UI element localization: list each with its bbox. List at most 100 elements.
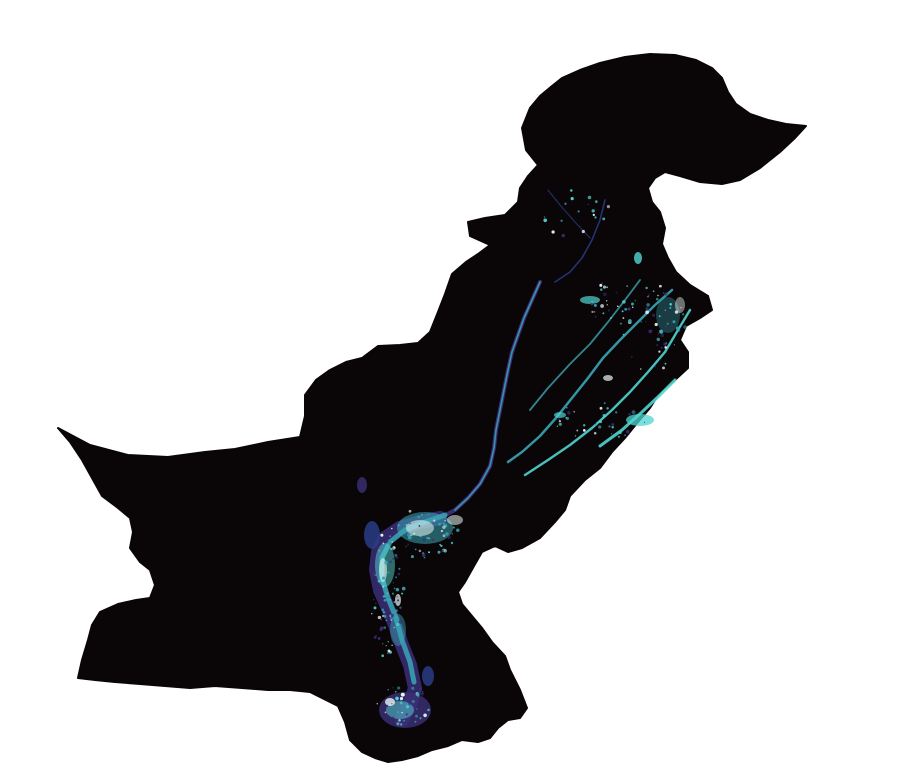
flood-speck [631,306,634,309]
flood-speck [393,626,395,629]
flood-speck [593,311,596,313]
flood-speck [397,686,401,690]
river-tributary-3 [529,279,641,411]
flood-speck [645,320,647,323]
flood-speck [385,645,387,647]
flood-speck [372,598,375,601]
flood-speck [391,527,393,530]
flood-speck [617,305,619,307]
flood-speck [408,509,412,513]
flood-patch-delta-white [385,698,395,706]
flood-speck [659,330,664,334]
flood-speck [543,216,546,218]
flood-speck [622,333,625,336]
flood-speck [427,551,431,554]
flood-speck [398,718,401,722]
flood-speck [377,615,382,620]
flood-speck [376,703,378,705]
flood-patch-river-bend [554,412,566,418]
flood-speck [389,535,391,537]
flood-speck [438,523,441,526]
flood-speck [418,688,423,692]
flood-speck [392,611,395,613]
flood-speck [380,533,384,537]
flood-speck [660,346,663,349]
flood-speck [626,429,630,434]
flood-speck [678,329,681,332]
flood-speck [433,519,436,522]
flood-speck [599,420,602,424]
flood-speck [651,313,656,317]
flood-speck [628,319,632,323]
flood-speck [654,365,657,368]
flood-speck [673,344,676,346]
flood-speck [384,561,388,565]
flood-speck [567,411,571,415]
flood-speck [386,652,389,654]
flood-speck [664,325,668,328]
flood-speck [674,310,679,314]
flood-speck [450,541,454,545]
flood-speck [442,534,446,538]
flood-speck [615,411,618,414]
flood-speck [639,368,642,370]
flood-speck [574,435,577,437]
flood-speck [431,538,434,541]
flood-speck [387,649,391,653]
flood-speck [428,537,430,540]
flood-specks [371,189,687,726]
flood-speck [441,549,445,553]
flood-speck [405,713,408,716]
flood-speck [426,536,429,540]
flood-speck [630,355,633,358]
flood-speck [394,553,398,557]
flood-speck [391,547,395,551]
flood-speck [601,411,604,414]
flood-speck [383,614,387,618]
flood-speck [405,705,410,709]
flood-speck [594,423,597,425]
flood-speck [373,635,377,639]
flood-speck [561,233,565,238]
flood-speck [397,524,400,527]
flood-speck [565,416,569,420]
river-channel-main-highlight [454,281,541,511]
flood-speck [393,642,396,645]
flood-speck [593,303,597,307]
flood-speck [643,421,646,424]
flood-speck [411,699,415,704]
flood-speck [388,598,391,601]
flood-speck [447,535,451,540]
flood-speck [680,306,682,309]
flood-speck [405,524,408,527]
flood-speck [624,434,626,436]
flood-speck [421,514,423,516]
flood-speck [593,431,597,435]
flood-speck [659,286,662,289]
flood-speck [647,296,649,298]
flood-speck [396,711,399,714]
flood-patch-manchar [364,521,380,549]
flood-speck [683,325,687,329]
flood-speck [420,692,424,696]
flood-speck [560,219,563,222]
flood-speck [371,612,373,615]
flood-speck [383,626,387,629]
flood-speck [382,611,386,614]
flood-speck [658,315,661,318]
flood-speck [598,425,602,429]
flood-speck [398,646,400,648]
flood-speck [442,522,445,525]
flood-speck [440,529,444,533]
flood-speck [611,425,614,429]
flood-speck [387,689,389,691]
flood-speck [416,708,418,710]
flood-speck [427,708,430,712]
flood-speck [378,549,380,552]
flood-speck [399,697,404,701]
flood-speck [452,526,455,529]
flood-speck [558,420,562,423]
flood-speck [669,306,672,309]
flood-speck [409,522,411,525]
flood-speck [382,595,386,598]
